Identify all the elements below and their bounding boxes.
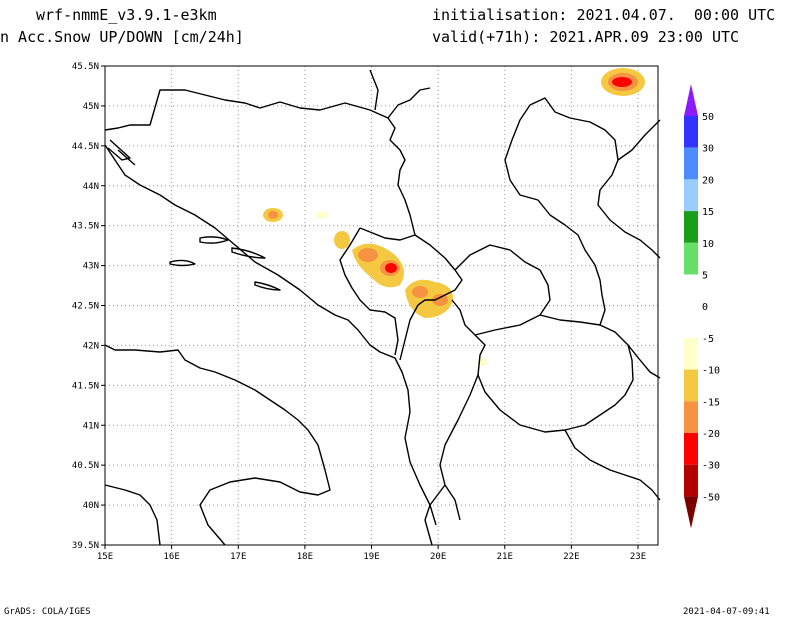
footer-left: GrADS: COLA/IGES [4, 607, 91, 617]
legend-label: 10 [702, 239, 714, 250]
legend-label: 0 [702, 302, 708, 313]
lon-tick-label: 18E [297, 552, 313, 562]
lat-tick-label: 41N [83, 421, 99, 431]
legend-label: 20 [702, 175, 714, 186]
lon-tick-label: 20E [430, 552, 446, 562]
legend-swatch [684, 242, 698, 275]
legend-swatch [684, 179, 698, 212]
lon-tick-label: 17E [230, 552, 246, 562]
field-title: n Acc.Snow UP/DOWN [cm/24h] [0, 28, 244, 46]
lon-tick-label: 19E [363, 552, 379, 562]
legend-swatch [684, 116, 698, 148]
snow-patch [334, 231, 350, 249]
lat-tick-label: 44.5N [72, 142, 99, 152]
legend-label: 5 [702, 271, 708, 282]
legend-swatch [684, 147, 698, 180]
lat-tick-label: 40N [83, 501, 99, 511]
snow-patch [412, 286, 428, 298]
longitude-axis: 15E 16E 17E 18E 19E 20E 21E 22E 23E [97, 545, 646, 562]
lat-tick-label: 43.5N [72, 222, 99, 232]
lat-tick-label: 43N [83, 262, 99, 272]
legend-swatch [684, 464, 698, 497]
snow-patch [268, 211, 278, 219]
legend-label: -30 [702, 461, 720, 472]
legend-swatch [684, 306, 698, 338]
legend-swatch [684, 369, 698, 402]
snow-patch [432, 294, 448, 306]
lon-tick-label: 23E [630, 552, 646, 562]
legend-bottom-arrow [684, 496, 698, 529]
lat-tick-label: 45.5N [72, 62, 99, 72]
lat-tick-label: 42N [83, 341, 99, 351]
snow-patch [612, 77, 632, 87]
lat-tick-label: 41.5N [72, 381, 99, 391]
snow-patch [358, 248, 378, 262]
lat-tick-label: 45N [83, 102, 99, 112]
footer-right: 2021-04-07-09:41 [683, 607, 770, 617]
lat-tick-label: 44N [83, 182, 99, 192]
snow-field [263, 68, 645, 366]
init-time: initialisation: 2021.04.07. 00:00 UTC [432, 6, 776, 24]
latitude-axis: 45.5N 45N 44.5N 44N 43.5N 43N 42.5N 42N 41.5N 41N… [72, 62, 105, 551]
legend-label: 50 [702, 112, 714, 123]
legend-swatch [684, 274, 698, 307]
lat-tick-label: 39.5N [72, 541, 99, 551]
model-title: wrf-nmmE_v3.9.1-e3km [36, 6, 217, 24]
lon-tick-label: 22E [563, 552, 579, 562]
legend-swatch [684, 401, 698, 433]
snow-patch [385, 263, 397, 273]
coastlines-borders [104, 69, 661, 546]
lat-tick-label: 42.5N [72, 302, 99, 312]
legend-swatch [684, 433, 698, 465]
legend-label: 15 [702, 207, 714, 218]
map-grid [105, 66, 658, 545]
legend-label: -20 [702, 429, 720, 440]
legend-label: -10 [702, 366, 720, 377]
lon-tick-label: 21E [497, 552, 513, 562]
lat-tick-label: 40.5N [72, 461, 99, 471]
legend-label: -50 [702, 492, 720, 503]
lon-tick-label: 15E [97, 552, 113, 562]
legend-swatch [684, 211, 698, 243]
snow-patch [316, 211, 328, 219]
legend-label: 30 [702, 144, 714, 155]
lon-tick-label: 16E [163, 552, 179, 562]
legend-top-arrow [684, 84, 698, 116]
legend-label: -15 [702, 397, 720, 408]
legend-label: -5 [702, 334, 714, 345]
valid-time: valid(+71h): 2021.APR.09 23:00 UTC [432, 28, 740, 46]
legend-swatch [684, 337, 698, 370]
